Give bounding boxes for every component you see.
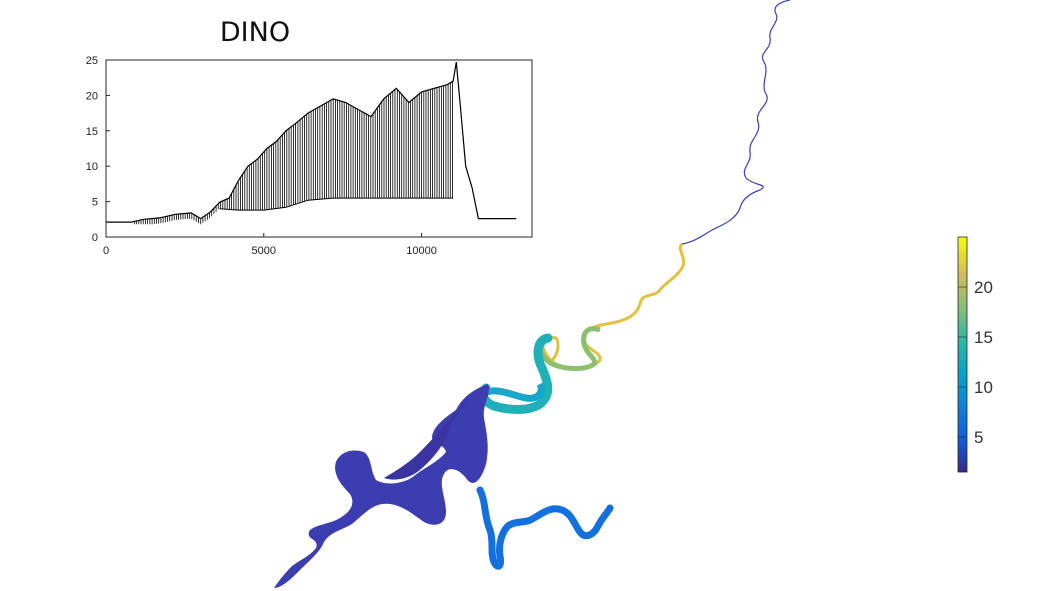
- colorbar-tick-label: 10: [974, 378, 993, 397]
- teal-widening: [485, 382, 545, 402]
- x-tick-label: 5000: [252, 245, 276, 257]
- y-tick-label: 10: [86, 161, 98, 173]
- middle-channel: [541, 242, 686, 370]
- y-tick-label: 25: [86, 55, 98, 67]
- southeast-arm: [476, 486, 614, 570]
- inset-line-chart: DINO 0 5 10 15 20 25 0 5000 10000: [86, 17, 533, 257]
- y-tick-label: 5: [92, 197, 98, 209]
- colorbar-tick-label: 5: [974, 428, 983, 447]
- x-tick-label: 10000: [406, 245, 437, 257]
- y-axis-ticks: 0 5 10 15 20 25: [86, 55, 110, 244]
- y-tick-label: 15: [86, 126, 98, 138]
- river-mesh-map: [274, 0, 791, 588]
- teal-bend: [478, 333, 553, 414]
- reservoir-body: [274, 384, 489, 588]
- meander-channel: [537, 326, 601, 371]
- x-axis-ticks: 0 5000 10000: [103, 233, 437, 257]
- colorbar-tick-label: 20: [974, 278, 993, 297]
- series-oscillation: [134, 81, 453, 225]
- x-tick-label: 0: [103, 245, 109, 257]
- upstream-channel: [681, 0, 791, 245]
- plot-series: [106, 62, 517, 225]
- y-tick-label: 0: [92, 232, 98, 244]
- plot-area: [105, 59, 533, 238]
- colorbar-gradient: [957, 236, 968, 473]
- colorbar: 5 10 15 20: [957, 236, 993, 473]
- colorbar-ticks: 5 10 15 20: [958, 278, 993, 447]
- y-tick-label: 20: [86, 90, 98, 102]
- chart-title: DINO: [220, 17, 290, 48]
- reservoir-core: [384, 398, 470, 480]
- colorbar-tick-label: 15: [974, 328, 993, 347]
